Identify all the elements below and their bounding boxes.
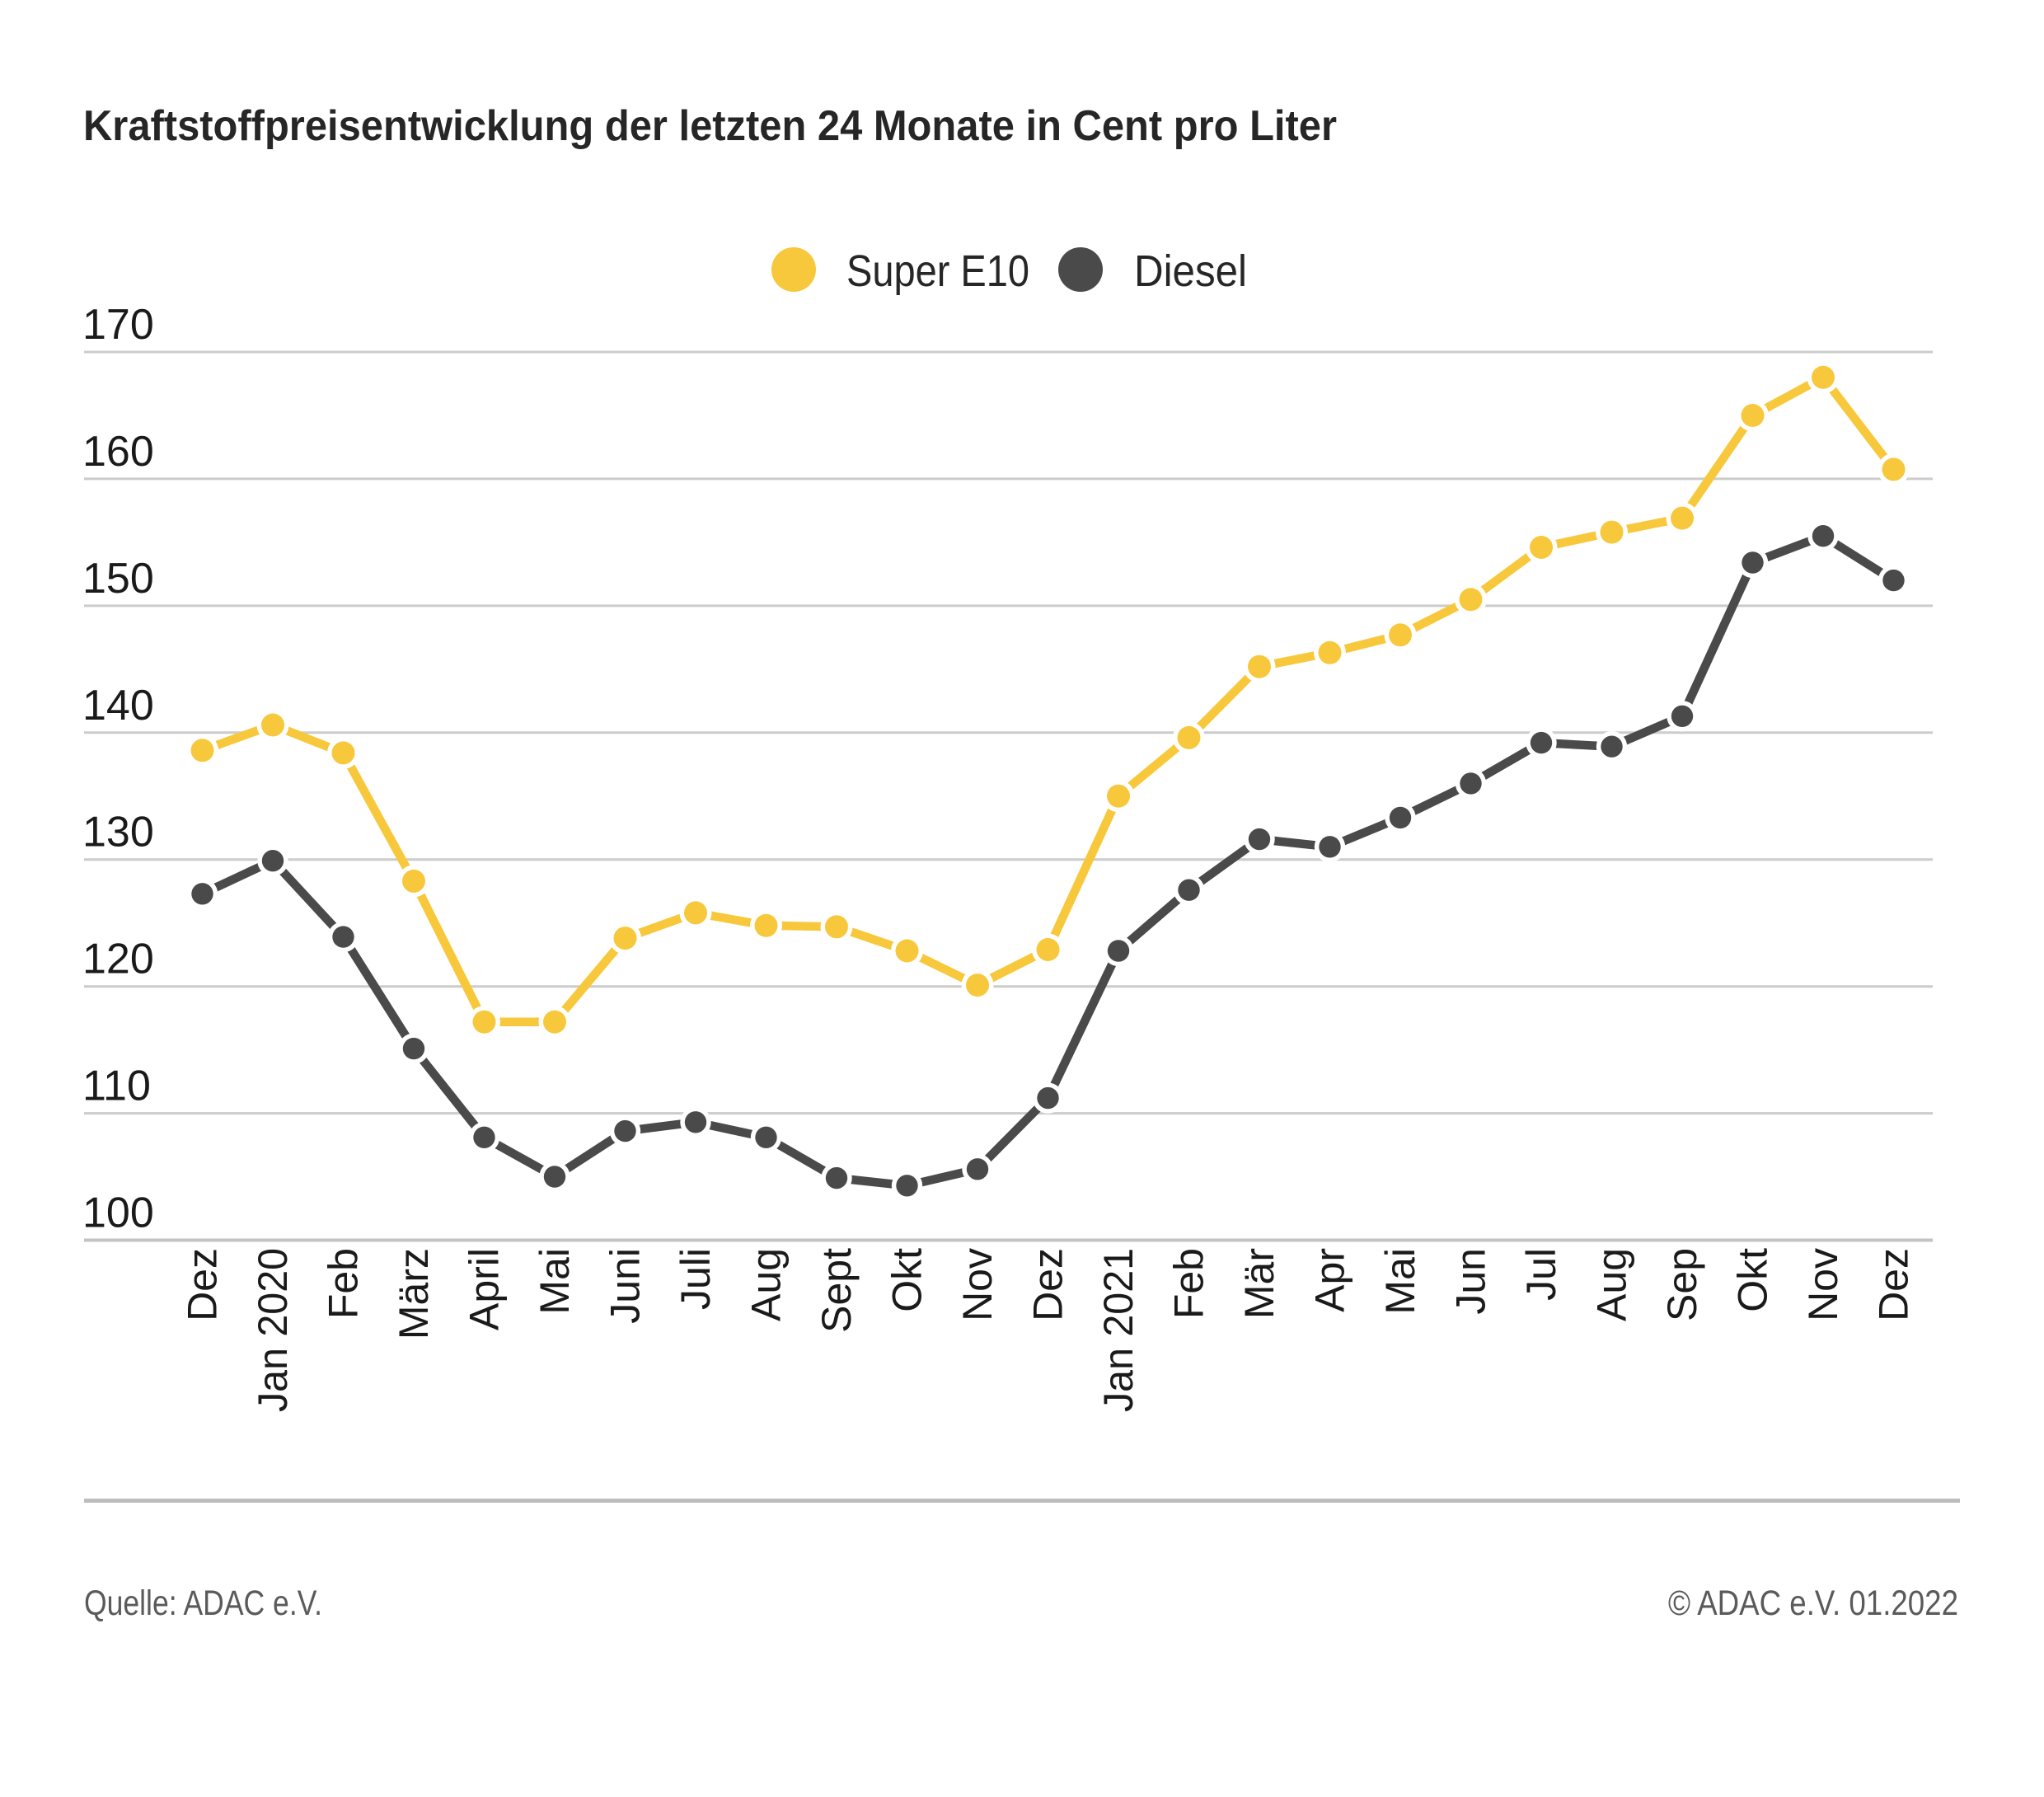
svg-text:Jan 2021: Jan 2021 [1095,1248,1142,1412]
svg-text:Nov: Nov [954,1248,1001,1321]
svg-text:Sept: Sept [813,1248,860,1333]
svg-text:Jan 2020: Jan 2020 [250,1248,296,1412]
svg-text:140: 140 [82,682,154,730]
svg-text:Nov: Nov [1800,1248,1846,1321]
svg-text:160: 160 [82,428,154,476]
svg-text:100: 100 [82,1189,154,1237]
svg-text:Kraftstoffpreisentwicklung der: Kraftstoffpreisentwicklung der letzten 2… [83,102,1337,150]
svg-text:Feb: Feb [1166,1248,1212,1319]
svg-text:Okt: Okt [1730,1248,1776,1312]
svg-text:110: 110 [82,1063,151,1110]
svg-text:Mär: Mär [1236,1248,1282,1319]
svg-text:Dez: Dez [1871,1248,1917,1321]
svg-text:Aug: Aug [743,1248,790,1321]
svg-text:Apr: Apr [1307,1248,1353,1312]
svg-text:Diesel: Diesel [1134,246,1247,296]
svg-text:Dez: Dez [180,1248,226,1321]
svg-text:130: 130 [82,809,154,856]
svg-text:150: 150 [82,555,154,603]
svg-text:Okt: Okt [884,1248,931,1312]
svg-text:Aug: Aug [1589,1248,1635,1321]
svg-text:Jul: Jul [1518,1248,1564,1301]
svg-text:April: April [462,1248,508,1330]
svg-text:Mai: Mai [532,1248,578,1315]
svg-text:© ADAC e.V. 01.2022: © ADAC e.V. 01.2022 [1668,1584,1958,1623]
svg-text:Super E10: Super E10 [846,246,1029,296]
svg-text:März: März [391,1248,437,1340]
svg-text:Juni: Juni [602,1248,649,1324]
svg-text:Juli: Juli [673,1248,719,1310]
svg-text:Dez: Dez [1025,1248,1071,1321]
svg-text:170: 170 [82,301,154,349]
svg-text:Feb: Feb [321,1248,367,1319]
svg-text:Jun: Jun [1448,1248,1494,1315]
svg-text:Sep: Sep [1659,1248,1705,1321]
svg-text:Mai: Mai [1377,1248,1423,1315]
svg-text:120: 120 [82,936,154,983]
svg-text:Quelle: ADAC e.V.: Quelle: ADAC e.V. [84,1584,322,1623]
